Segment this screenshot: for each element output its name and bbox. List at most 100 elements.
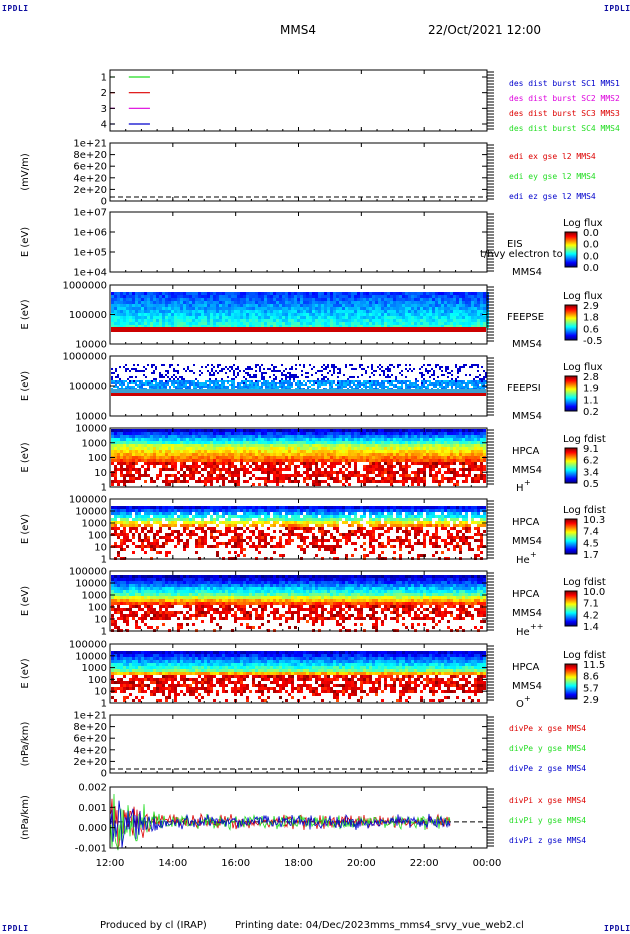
- colorbar-title-hpca_h: Log fdist: [563, 434, 606, 445]
- panel-hpca_he1: [111, 506, 486, 560]
- ytick-label-feepsi: 100000: [69, 382, 107, 393]
- xtick-label: 00:00: [473, 858, 502, 869]
- spacecraft-title: MMS4: [280, 23, 316, 37]
- ytick-label-hpca_he2: 10000: [75, 579, 107, 590]
- legend-entry-divpe: divPe z gse MMS4: [509, 764, 586, 773]
- panel-label-top-hpca_he2: HPCA: [512, 589, 540, 600]
- ytick-label-edi: 6e+20: [73, 162, 107, 173]
- ytick-label-hpca_he1: 10: [94, 543, 107, 554]
- legend-entry-edi: edi ex gse l2 MMS4: [509, 152, 596, 161]
- ytick-label-divpi: -0.001: [75, 844, 107, 855]
- colorbar-feepse: [564, 304, 578, 341]
- ytick-label-eis: 1e+07: [73, 208, 107, 219]
- xtick-label: 22:00: [410, 858, 439, 869]
- panel-burst: [110, 76, 150, 125]
- colorbar-tick-hpca_he2: 1.4: [583, 622, 599, 633]
- legend-entry-burst: des dist burst SC3 MMS3: [509, 109, 620, 118]
- panel-hpca_o: [111, 651, 486, 702]
- ytick-label-hpca_h: 10000: [75, 424, 107, 435]
- ytick-label-feepsi: 10000: [75, 412, 107, 423]
- species-label-hpca_he1: He: [516, 555, 530, 566]
- panel-divpi: [109, 793, 487, 851]
- ytick-label-feepse: 1000000: [62, 281, 107, 292]
- colorbar-tick-hpca_h: 3.4: [583, 467, 599, 478]
- footer-produced-by: Produced by cl (IRAP): [100, 920, 207, 931]
- ytick-label-feepse: 10000: [75, 340, 107, 351]
- species-charge-hpca_he2: ++: [530, 622, 543, 631]
- ytick-label-divpi: 0.001: [78, 803, 107, 814]
- colorbar-tick-feepsi: 2.8: [583, 372, 599, 383]
- panel-label-bottom-eis: MMS4: [512, 267, 542, 278]
- colorbar-hpca_he2: [564, 590, 578, 627]
- ytick-label-hpca_he1: 10000: [75, 507, 107, 518]
- ylabel-divpe: (nPa/km): [20, 722, 31, 767]
- colorbar-tick-eis: 0.0: [583, 240, 599, 251]
- panel-feepsi: [111, 364, 487, 396]
- ytick-label-hpca_he2: 100: [88, 603, 107, 614]
- legend-entry-divpi: divPi x gse MMS4: [509, 796, 586, 805]
- colorbar-title-hpca_he1: Log fdist: [563, 505, 606, 516]
- panel-label-mid-hpca_o: MMS4: [512, 681, 542, 692]
- panel-feepse: [111, 292, 489, 332]
- species-label-hpca_h: H: [516, 483, 524, 494]
- ytick-label-divpe: 4e+20: [73, 745, 107, 756]
- ytick-label-edi: 4e+20: [73, 173, 107, 184]
- corner-label-bottom-right: IPDLI: [604, 924, 630, 933]
- colorbar-tick-feepsi: 0.2: [583, 407, 599, 418]
- ytick-label-divpi: 0.002: [78, 783, 107, 794]
- colorbar-tick-hpca_h: 9.1: [583, 444, 599, 455]
- ylabel-hpca_h: E (eV): [20, 442, 31, 472]
- ytick-label-hpca_h: 10: [94, 468, 107, 479]
- species-charge-hpca_o: +: [524, 694, 531, 703]
- ytick-label-edi: 8e+20: [73, 150, 107, 161]
- ylabel-divpi: (nPa/km): [20, 795, 31, 840]
- legend-entry-divpi: divPi y gse MMS4: [509, 816, 586, 825]
- colorbar-tick-hpca_h: 0.5: [583, 479, 599, 490]
- colorbar-title-hpca_he2: Log fdist: [563, 577, 606, 588]
- species-label-hpca_he2: He: [516, 627, 530, 638]
- colorbar-tick-feepse: -0.5: [583, 336, 603, 347]
- colorbar-tick-hpca_o: 5.7: [583, 683, 599, 694]
- colorbar-tick-hpca_o: 11.5: [583, 660, 605, 671]
- legend-entry-divpe: divPe x gse MMS4: [509, 724, 586, 733]
- footer-printing-date: Printing date: 04/Dec/2023: [235, 920, 371, 931]
- ytick-label-hpca_he2: 1000: [82, 591, 107, 602]
- datetime-title: 22/Oct/2021 12:00: [428, 23, 542, 37]
- colorbar-feepsi: [564, 375, 578, 412]
- ytick-label-edi: 2e+20: [73, 185, 107, 196]
- panel-label-top-hpca_he1: HPCA: [512, 517, 540, 528]
- corner-label-top-left: IPDLI: [2, 4, 29, 13]
- colorbar-tick-eis: 0.0: [583, 263, 599, 274]
- colorbar-tick-hpca_o: 8.6: [583, 672, 599, 683]
- colorbar-tick-hpca_he1: 1.7: [583, 550, 599, 561]
- ytick-label-hpca_he1: 1000: [82, 519, 107, 530]
- panel-label-top-feepsi: FEEPSI: [507, 383, 541, 394]
- colorbar-title-feepse: Log flux: [563, 291, 603, 302]
- colorbar-tick-hpca_o: 2.9: [583, 695, 599, 706]
- colorbar-tick-feepse: 1.8: [583, 313, 599, 324]
- ylabel-hpca_he2: E (eV): [20, 586, 31, 616]
- ytick-label-hpca_he2: 10: [94, 615, 107, 626]
- colorbar-tick-hpca_he2: 7.1: [583, 599, 599, 610]
- ytick-label-hpca_o: 100000: [69, 640, 107, 651]
- colorbar-tick-hpca_he1: 4.5: [583, 538, 599, 549]
- ytick-label-burst: 3: [101, 104, 107, 115]
- ytick-label-feepse: 100000: [69, 310, 107, 321]
- corner-label-bottom-left: IPDLI: [2, 924, 29, 933]
- ytick-label-burst: 2: [101, 88, 107, 99]
- panel-frame-eis: [109, 211, 488, 273]
- feepse-band: [111, 327, 486, 332]
- ytick-label-divpe: 2e+20: [73, 757, 107, 768]
- ylabel-feepse: E (eV): [20, 299, 31, 329]
- panel-frame-divpe: [109, 714, 488, 774]
- colorbar-tick-hpca_he2: 4.2: [583, 610, 599, 621]
- colorbar-tick-hpca_h: 6.2: [583, 456, 599, 467]
- colorbar-title-hpca_o: Log fdist: [563, 650, 606, 661]
- feepsi-band: [111, 393, 486, 396]
- ytick-label-eis: 1e+06: [73, 228, 107, 239]
- panel-label-bottom-feepse: MMS4: [512, 339, 542, 350]
- colorbar-title-feepsi: Log flux: [563, 362, 603, 373]
- xtick-label: 16:00: [221, 858, 250, 869]
- species-charge-hpca_h: +: [524, 478, 531, 487]
- divpi-series-2: [109, 800, 451, 848]
